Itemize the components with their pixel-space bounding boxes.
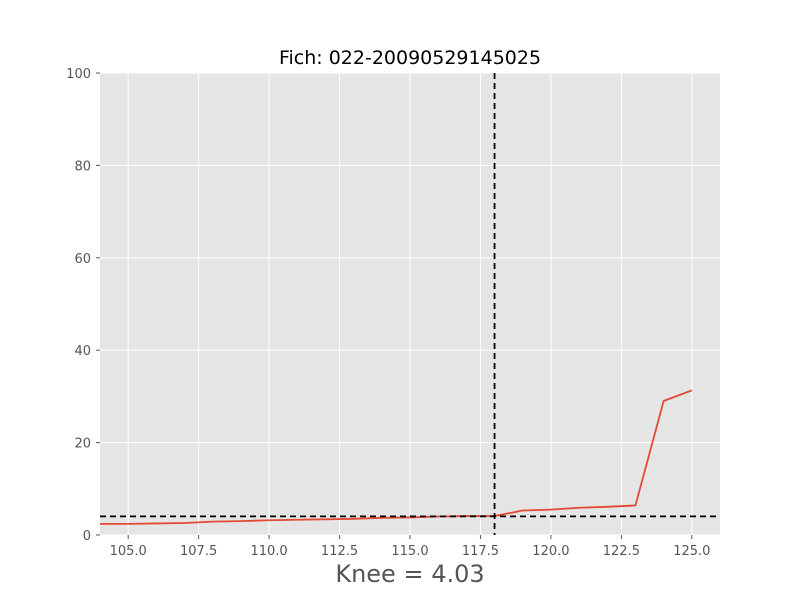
chart-title: Fich: 022-20090529145025 — [279, 47, 541, 69]
y-tick-label: 40 — [74, 344, 91, 359]
series-line — [100, 389, 693, 525]
reference-lines — [100, 73, 720, 535]
x-axis-label: Knee = 4.03 — [335, 560, 484, 588]
tick-labels: 105.0 107.5 110.0 112.5 115.0 117.5 120.0 122.5… — [66, 67, 710, 559]
x-tick-label: 115.0 — [391, 544, 428, 559]
x-tick-label: 105.0 — [110, 544, 147, 559]
series-layer — [100, 389, 693, 525]
x-tick-label: 110.0 — [250, 544, 287, 559]
y-tick-label: 80 — [74, 159, 91, 174]
y-tick-label: 0 — [83, 529, 91, 544]
y-tick-label: 20 — [74, 437, 91, 452]
y-tick-label: 100 — [66, 67, 91, 82]
x-tick-label: 117.5 — [462, 544, 499, 559]
y-tick-label: 60 — [74, 252, 91, 267]
x-tick-label: 107.5 — [180, 544, 217, 559]
x-tick-label: 125.0 — [673, 544, 710, 559]
x-tick-label: 120.0 — [532, 544, 569, 559]
x-tick-label: 112.5 — [321, 544, 358, 559]
x-tick-label: 122.5 — [603, 544, 640, 559]
